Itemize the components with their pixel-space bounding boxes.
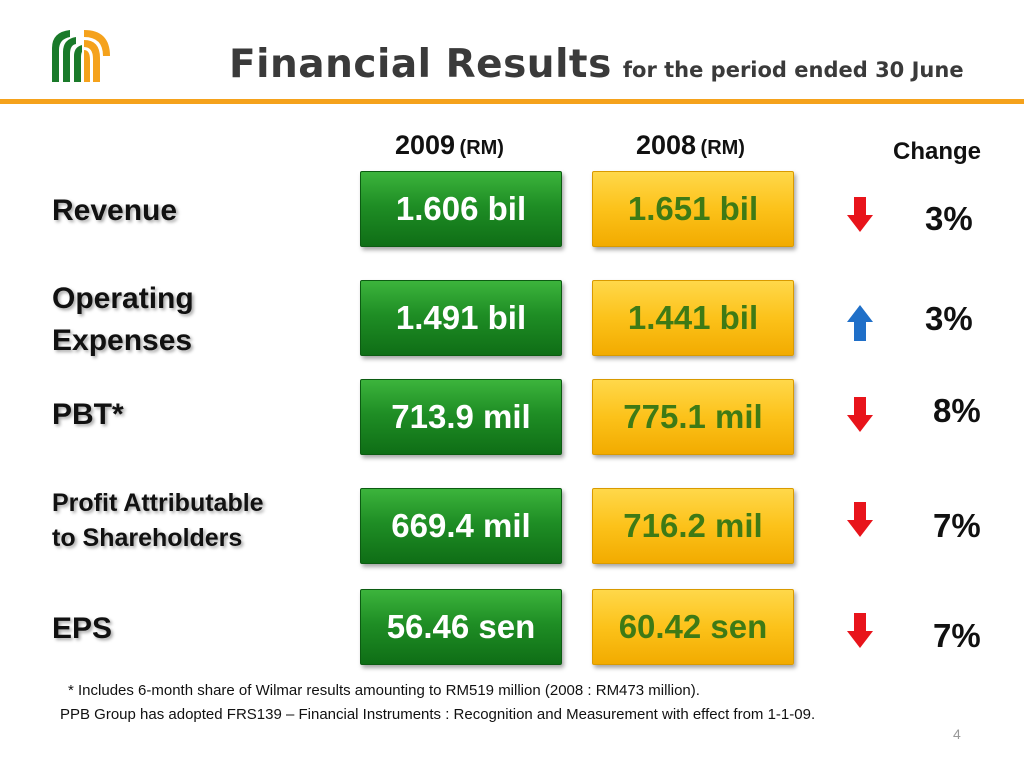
row-label-revenue: Revenue (52, 190, 177, 232)
row-label-line: EPS (52, 612, 113, 645)
title-sub: for the period ended 30 June (622, 58, 964, 82)
change-operating-expenses: 3% (925, 300, 973, 337)
row-label-line: PBT* (52, 398, 124, 431)
column-header-2008: 2008 (RM) (636, 130, 745, 161)
value-2008-operating-expenses: 1.441 bil (592, 280, 794, 356)
value-2009-eps: 56.46 sen (360, 589, 562, 665)
value-2009-revenue: 1.606 bil (360, 171, 562, 247)
row-label-line: Revenue (52, 194, 178, 227)
arrow-down-icon (847, 502, 873, 537)
row-label-line: Operating (52, 282, 194, 315)
change-eps: 7% (933, 617, 981, 654)
row-label-line: Profit Attributable (52, 489, 264, 517)
row-label-operating-expenses: Operating Expenses (52, 278, 194, 362)
row-label-eps: EPS (52, 608, 112, 650)
ppb-logo (52, 30, 110, 82)
change-revenue: 3% (925, 200, 973, 237)
footnote-wilmar: * Includes 6-month share of Wilmar resul… (68, 682, 700, 699)
column-header-change: Change (893, 138, 982, 165)
column-unit: (RM) (459, 137, 504, 159)
value-2008-pbt: 775.1 mil (592, 379, 794, 455)
arrow-down-icon (847, 197, 873, 232)
value-2009-operating-expenses: 1.491 bil (360, 280, 562, 356)
column-year: 2008 (636, 130, 697, 160)
arrow-up-icon (847, 305, 873, 341)
column-year: 2009 (395, 130, 456, 160)
column-header-2009: 2009 (RM) (395, 130, 504, 161)
page-title: Financial Results for the period ended 3… (229, 42, 964, 87)
arrow-down-icon (847, 613, 873, 648)
row-label-line: to Shareholders (52, 524, 243, 552)
row-label-line: Expenses (52, 324, 193, 357)
arrow-down-icon (847, 397, 873, 432)
row-label-pbt: PBT* (52, 394, 124, 436)
page-number: 4 (953, 726, 961, 742)
value-2008-profit-attributable: 716.2 mil (592, 488, 794, 564)
column-unit: (RM) (700, 137, 745, 159)
value-2009-pbt: 713.9 mil (360, 379, 562, 455)
footnote-frs139: PPB Group has adopted FRS139 – Financial… (60, 706, 816, 723)
title-main: Financial Results (229, 42, 612, 87)
value-2008-eps: 60.42 sen (592, 589, 794, 665)
value-2008-revenue: 1.651 bil (592, 171, 794, 247)
change-profit-attributable: 7% (933, 507, 981, 544)
value-2009-profit-attributable: 669.4 mil (360, 488, 562, 564)
change-pbt: 8% (933, 392, 981, 429)
row-label-profit-attributable: Profit Attributable to Shareholders (52, 486, 264, 556)
title-rule (0, 99, 1024, 104)
